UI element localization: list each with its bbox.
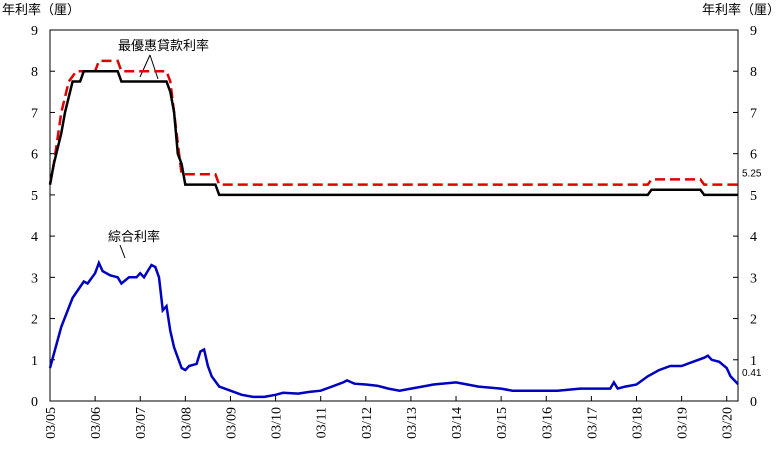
y-tick-label: 3: [31, 271, 38, 286]
y2-tick-label: 4: [750, 230, 757, 245]
y2-tick-label: 6: [750, 148, 757, 163]
x-tick-label: 03/10: [270, 407, 285, 439]
x-tick-label: 03/08: [179, 407, 194, 439]
x-tick-label: 03/13: [405, 407, 420, 439]
y-tick-label: 1: [31, 354, 38, 369]
line-series: [48, 59, 738, 186]
annotation: 綜合利率: [108, 229, 160, 245]
x-tick-label: 03/16: [540, 407, 555, 439]
x-tick-label: 03/12: [360, 407, 375, 439]
y2-tick-label: 2: [750, 313, 757, 328]
y-axis-label: 年利率（厘）: [2, 2, 80, 18]
y-tick-label: 0: [31, 395, 38, 410]
y2-tick-label: 5: [750, 189, 757, 204]
y2-axis-label: 年利率（厘）: [702, 2, 780, 18]
x-tick-label: 03/07: [134, 407, 149, 439]
annotation-arrow: [139, 54, 151, 78]
y2-tick-label: 1: [750, 354, 757, 369]
y-tick-label: 2: [31, 313, 38, 328]
x-tick-label: 03/17: [585, 407, 600, 439]
x-tick-label: 03/05: [44, 407, 59, 439]
y-tick-label: 6: [31, 148, 38, 163]
y-tick-label: 9: [31, 24, 38, 39]
end-value-label: 5.25: [742, 169, 762, 180]
y-tick-label: 8: [31, 65, 38, 80]
y-tick-label: 5: [31, 189, 38, 204]
x-tick-label: 03/14: [450, 407, 465, 439]
y2-tick-label: 8: [750, 65, 757, 80]
x-tick-label: 03/09: [224, 407, 239, 439]
x-tick-label: 03/19: [676, 407, 691, 439]
y2-tick-label: 3: [750, 271, 757, 286]
y-tick-label: 7: [31, 106, 38, 121]
y-tick-label: 4: [31, 230, 38, 245]
y2-tick-label: 9: [750, 24, 757, 39]
line-series: [48, 259, 739, 399]
annotation: 最優惠貸款利率: [118, 38, 209, 54]
x-tick-label: 03/15: [495, 407, 510, 439]
end-value-label: 0.41: [742, 368, 762, 379]
x-tick-label: 03/06: [89, 407, 104, 439]
x-tick-label: 03/18: [630, 407, 645, 439]
annotation-arrow: [149, 54, 159, 80]
annotation-arrow: [119, 244, 126, 259]
x-tick-label: 03/20: [721, 407, 736, 439]
line-series: [48, 69, 738, 197]
x-tick-label: 03/11: [315, 407, 330, 438]
y2-tick-label: 0: [750, 395, 757, 410]
y2-tick-label: 7: [750, 106, 757, 121]
plot-frame: [49, 29, 739, 402]
